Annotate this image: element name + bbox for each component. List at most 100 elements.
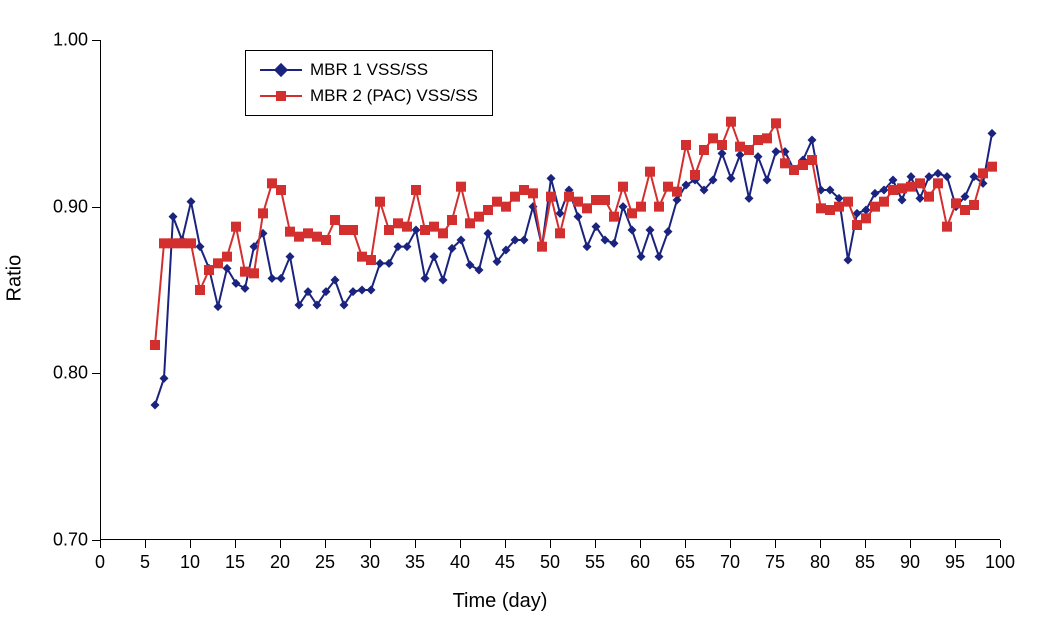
x-tick-label: 35 xyxy=(405,552,425,573)
x-tick-label: 75 xyxy=(765,552,785,573)
x-tick-label: 50 xyxy=(540,552,560,573)
x-tick xyxy=(190,540,191,548)
series-marker-square xyxy=(402,222,412,232)
legend-label: MBR 2 (PAC) VSS/SS xyxy=(310,86,478,106)
series-marker-square xyxy=(933,178,943,188)
series-marker-square xyxy=(474,212,484,222)
series-marker-diamond xyxy=(628,226,637,235)
x-tick xyxy=(100,540,101,548)
series-marker-square xyxy=(681,140,691,150)
series-marker-diamond xyxy=(286,252,295,261)
x-tick xyxy=(595,540,596,548)
x-tick xyxy=(820,540,821,548)
x-tick xyxy=(280,540,281,548)
series-marker-diamond xyxy=(403,242,412,251)
series-line xyxy=(155,122,992,345)
series-marker-diamond xyxy=(358,286,367,295)
series-marker-square xyxy=(708,133,718,143)
x-tick-label: 85 xyxy=(855,552,875,573)
plot-area xyxy=(100,40,1000,540)
series-marker-diamond xyxy=(655,252,664,261)
series-marker-square xyxy=(924,192,934,202)
x-tick xyxy=(235,540,236,548)
series-marker-square xyxy=(303,228,313,238)
series-marker-square xyxy=(177,238,187,248)
series-marker-square xyxy=(411,185,421,195)
series-marker-square xyxy=(969,200,979,210)
series-marker-square xyxy=(978,168,988,178)
series-marker-square xyxy=(717,140,727,150)
series-marker-diamond xyxy=(430,252,439,261)
x-tick-label: 70 xyxy=(720,552,740,573)
series-marker-square xyxy=(744,145,754,155)
series-marker-square xyxy=(798,160,808,170)
legend-marker xyxy=(260,61,302,79)
series-marker-square xyxy=(573,197,583,207)
series-marker-square xyxy=(231,222,241,232)
series-marker-diamond xyxy=(916,194,925,203)
series-marker-square xyxy=(663,182,673,192)
x-tick xyxy=(865,540,866,548)
series-marker-square xyxy=(987,162,997,172)
series-marker-square xyxy=(258,208,268,218)
series-marker-square xyxy=(564,192,574,202)
x-tick-label: 80 xyxy=(810,552,830,573)
x-tick xyxy=(145,540,146,548)
series-marker-square xyxy=(159,238,169,248)
x-tick xyxy=(505,540,506,548)
legend-marker xyxy=(260,87,302,105)
series-marker-diamond xyxy=(925,172,934,181)
x-tick xyxy=(460,540,461,548)
diamond-icon xyxy=(274,63,288,77)
series-marker-square xyxy=(600,195,610,205)
series-marker-diamond xyxy=(196,242,205,251)
x-tick xyxy=(550,540,551,548)
series-marker-square xyxy=(861,213,871,223)
x-tick-label: 15 xyxy=(225,552,245,573)
y-tick xyxy=(92,373,100,374)
x-tick-label: 90 xyxy=(900,552,920,573)
x-tick-label: 60 xyxy=(630,552,650,573)
series-marker-diamond xyxy=(232,279,241,288)
y-tick-label: 0.90 xyxy=(30,196,88,217)
series-marker-square xyxy=(348,225,358,235)
x-tick xyxy=(370,540,371,548)
series-marker-square xyxy=(222,252,232,262)
series-marker-square xyxy=(690,170,700,180)
series-marker-diamond xyxy=(898,196,907,205)
x-tick xyxy=(955,540,956,548)
series-marker-diamond xyxy=(187,197,196,206)
series-marker-diamond xyxy=(376,259,385,268)
series-marker-square xyxy=(267,178,277,188)
x-tick-label: 45 xyxy=(495,552,515,573)
series-marker-diamond xyxy=(466,261,475,270)
series-marker-square xyxy=(609,212,619,222)
series-marker-square xyxy=(195,285,205,295)
series-marker-square xyxy=(618,182,628,192)
series-marker-diamond xyxy=(763,176,772,185)
x-tick xyxy=(775,540,776,548)
series-marker-square xyxy=(771,118,781,128)
series-marker-square xyxy=(915,178,925,188)
y-tick-label: 0.70 xyxy=(30,530,88,551)
series-marker-diamond xyxy=(808,136,817,145)
series-marker-diamond xyxy=(385,259,394,268)
series-marker-diamond xyxy=(907,172,916,181)
series-marker-square xyxy=(807,155,817,165)
series-marker-square xyxy=(366,255,376,265)
series-marker-square xyxy=(357,252,367,262)
series-marker-diamond xyxy=(988,129,997,138)
series-marker-square xyxy=(204,265,214,275)
series-marker-diamond xyxy=(214,302,223,311)
series-marker-diamond xyxy=(268,274,277,283)
series-marker-square xyxy=(330,215,340,225)
series-marker-square xyxy=(294,232,304,242)
square-icon xyxy=(276,91,286,101)
x-tick-label: 25 xyxy=(315,552,335,573)
x-tick-label: 100 xyxy=(985,552,1015,573)
series-marker-diamond xyxy=(223,264,232,273)
series-marker-square xyxy=(312,232,322,242)
series-marker-square xyxy=(249,268,259,278)
y-tick-label: 0.80 xyxy=(30,363,88,384)
series-marker-square xyxy=(942,222,952,232)
